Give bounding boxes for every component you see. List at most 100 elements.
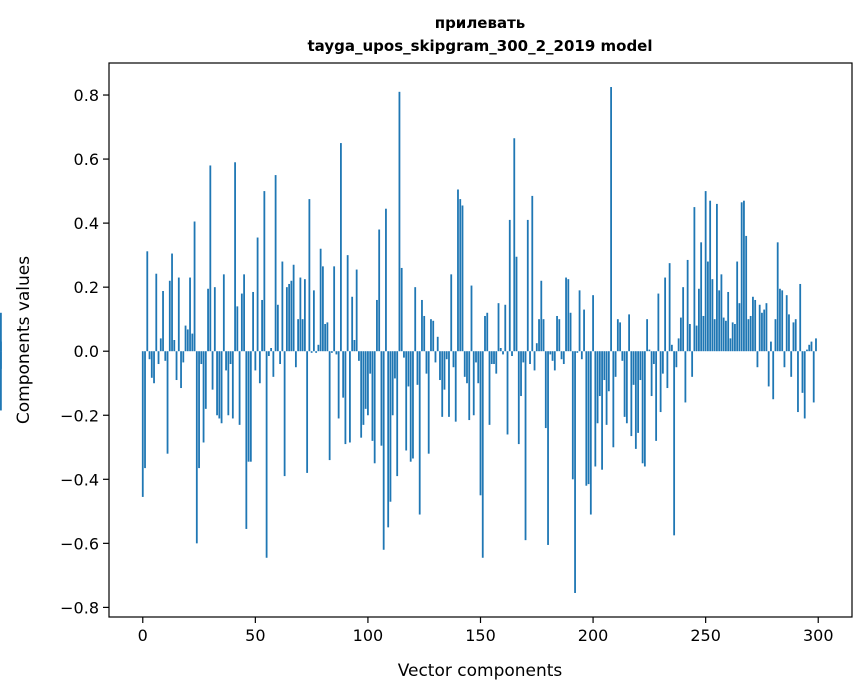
bar	[173, 340, 176, 352]
bar	[565, 277, 567, 352]
bar	[801, 351, 804, 393]
bar	[184, 325, 187, 352]
bar	[484, 315, 486, 352]
bar	[774, 319, 777, 352]
bar	[655, 351, 658, 441]
bar	[799, 283, 802, 352]
bar	[247, 351, 250, 462]
bar	[193, 221, 196, 352]
bar	[614, 351, 617, 377]
bar	[682, 287, 685, 352]
bar	[380, 351, 383, 446]
bar	[670, 344, 673, 352]
bar	[234, 162, 236, 352]
bar	[416, 351, 419, 385]
bar	[574, 351, 576, 593]
bar	[580, 351, 583, 360]
bar	[772, 351, 775, 400]
bar	[171, 253, 173, 352]
bar	[387, 351, 390, 528]
bar	[371, 351, 374, 441]
bar	[779, 288, 781, 352]
bar	[513, 138, 516, 352]
bar	[522, 351, 525, 363]
bar	[310, 351, 313, 353]
bar	[758, 304, 761, 352]
bar	[335, 351, 338, 355]
bar	[477, 351, 480, 384]
bar	[607, 351, 610, 392]
bar	[594, 351, 597, 467]
bar	[312, 290, 315, 352]
bar	[276, 304, 279, 352]
bar	[529, 351, 531, 365]
bar	[558, 319, 561, 352]
bar	[427, 351, 430, 454]
bar	[812, 351, 815, 403]
bar	[666, 351, 669, 389]
bar	[488, 351, 491, 425]
bar	[668, 263, 671, 352]
bar	[549, 351, 552, 355]
bar	[155, 273, 158, 352]
bar	[306, 351, 309, 473]
bar	[180, 351, 182, 389]
bar	[794, 319, 797, 352]
bar	[418, 351, 421, 515]
bar	[623, 351, 626, 417]
bar	[256, 237, 259, 352]
bar	[641, 351, 644, 464]
bar	[265, 351, 268, 558]
bar	[258, 351, 261, 384]
bar	[567, 279, 570, 352]
bar	[391, 351, 394, 416]
bar	[688, 323, 691, 352]
bar	[700, 242, 703, 352]
bar	[331, 351, 333, 353]
bar	[639, 351, 642, 381]
bar	[245, 351, 248, 529]
bar	[781, 290, 784, 352]
bar	[475, 351, 477, 363]
bar	[436, 336, 439, 352]
bar	[414, 287, 417, 352]
bar	[511, 351, 513, 357]
bar	[698, 288, 700, 352]
bar	[704, 191, 707, 352]
bar	[583, 309, 585, 352]
bar	[0, 351, 2, 411]
bar	[797, 351, 799, 413]
bar	[216, 351, 218, 416]
y-tick-label: −0.8	[60, 598, 99, 617]
bar	[443, 351, 446, 390]
y-tick-label: −0.2	[60, 406, 99, 425]
y-tick-label: −0.6	[60, 534, 99, 553]
bar	[463, 351, 466, 377]
bar	[452, 351, 455, 368]
bar	[360, 351, 363, 438]
bar	[743, 200, 745, 352]
bar	[540, 280, 543, 352]
bar	[153, 351, 155, 384]
bar	[709, 200, 712, 352]
bar	[542, 319, 545, 352]
bar	[144, 351, 146, 469]
bar	[637, 351, 640, 433]
bar	[605, 351, 608, 425]
bar	[587, 351, 590, 485]
bar	[693, 207, 696, 352]
bar	[240, 293, 243, 352]
bar	[675, 351, 678, 368]
bar	[556, 315, 558, 352]
bar	[423, 315, 426, 352]
bar	[585, 351, 588, 486]
bar	[736, 261, 739, 352]
bar	[222, 274, 225, 352]
bar	[643, 351, 646, 467]
bar	[621, 351, 624, 361]
bar	[792, 322, 795, 352]
bar	[148, 351, 151, 360]
bar	[691, 351, 694, 377]
bar	[164, 351, 167, 361]
bar	[168, 280, 171, 352]
